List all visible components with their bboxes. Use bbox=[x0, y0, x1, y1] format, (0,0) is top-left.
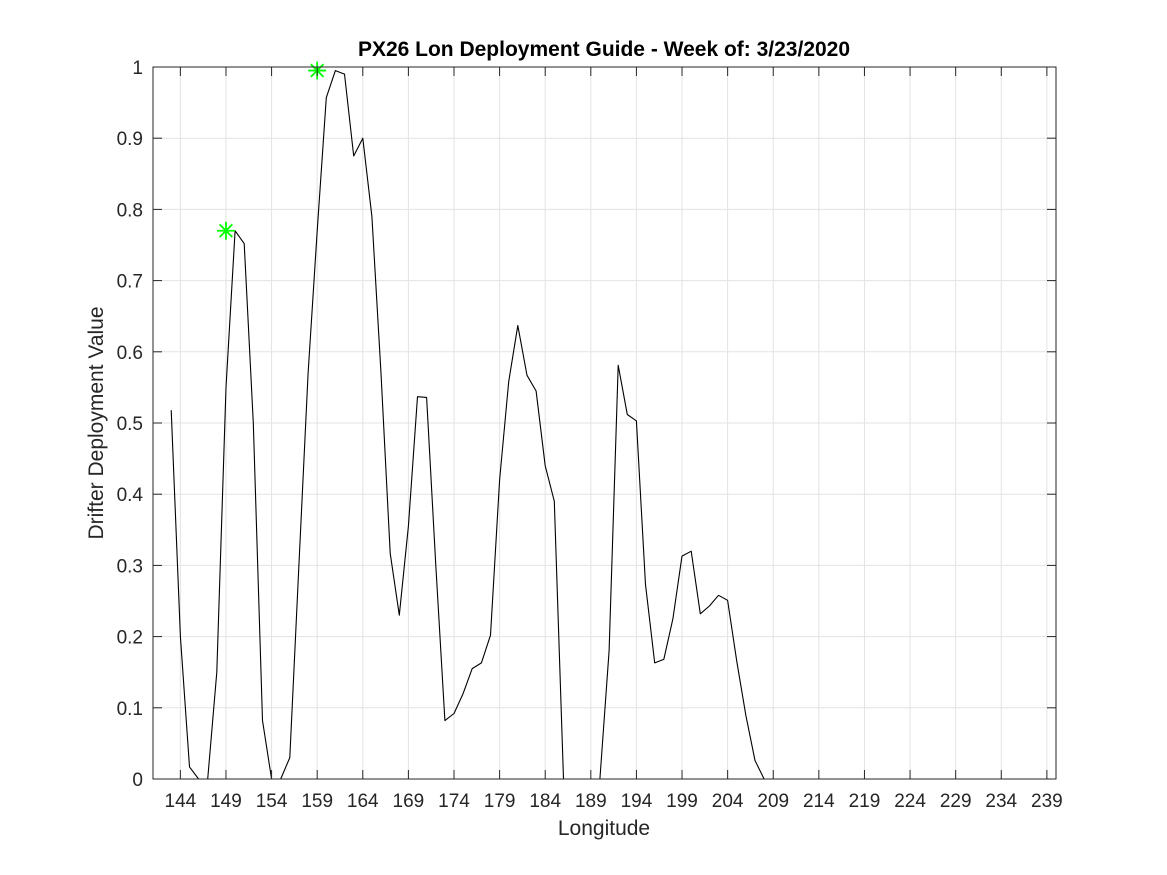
x-tick-label: 214 bbox=[803, 791, 835, 812]
y-tick-label: 0.8 bbox=[117, 200, 143, 221]
x-axis-title: Longitude bbox=[558, 817, 650, 840]
x-tick-label: 189 bbox=[575, 791, 607, 812]
y-tick-label: 0 bbox=[132, 770, 143, 791]
x-tick-label: 164 bbox=[347, 791, 379, 812]
x-tick-label: 184 bbox=[529, 791, 561, 812]
x-tick-label: 194 bbox=[621, 791, 653, 812]
x-tick-labels: 144 149 154 159 164 169 174 179 184 189 194 199 204 2… bbox=[165, 791, 1063, 812]
x-tick-label: 224 bbox=[894, 791, 926, 812]
x-tick-label: 149 bbox=[210, 791, 242, 812]
tick-marks bbox=[153, 66, 1056, 780]
peak-marker bbox=[216, 221, 235, 240]
chart-title: PX26 Lon Deployment Guide - Week of: 3/2… bbox=[358, 38, 850, 61]
y-tick-labels: 0 0.1 0.2 0.3 0.4 0.5 0.6 0.7 0.8 0.9 1 bbox=[117, 58, 144, 791]
marker-stroke bbox=[218, 223, 233, 238]
y-tick-label: 0.5 bbox=[117, 414, 143, 435]
x-tick-label: 159 bbox=[301, 791, 333, 812]
y-tick-label: 0.6 bbox=[117, 343, 143, 364]
x-tick-label: 144 bbox=[165, 791, 197, 812]
x-tick-label: 179 bbox=[484, 791, 516, 812]
x-tick-label: 219 bbox=[849, 791, 881, 812]
x-tick-label: 239 bbox=[1031, 791, 1063, 812]
y-tick-label: 0.1 bbox=[117, 699, 143, 720]
y-tick-label: 1 bbox=[132, 58, 143, 79]
y-tick-label: 0.2 bbox=[117, 628, 143, 649]
grid bbox=[153, 66, 1056, 780]
x-tick-label: 204 bbox=[712, 791, 744, 812]
x-tick-label: 174 bbox=[438, 791, 470, 812]
x-tick-label: 199 bbox=[666, 791, 698, 812]
y-tick-label: 0.7 bbox=[117, 272, 143, 293]
y-tick-label: 0.3 bbox=[117, 556, 143, 577]
y-tick-label: 0.9 bbox=[117, 129, 143, 150]
y-tick-label: 0.4 bbox=[117, 485, 144, 506]
x-tick-label: 209 bbox=[757, 791, 789, 812]
x-tick-label: 169 bbox=[393, 791, 425, 812]
y-axis-title: Drifter Deployment Value bbox=[85, 306, 108, 539]
x-tick-label: 229 bbox=[940, 791, 972, 812]
x-tick-label: 234 bbox=[985, 791, 1017, 812]
x-tick-label: 154 bbox=[256, 791, 288, 812]
